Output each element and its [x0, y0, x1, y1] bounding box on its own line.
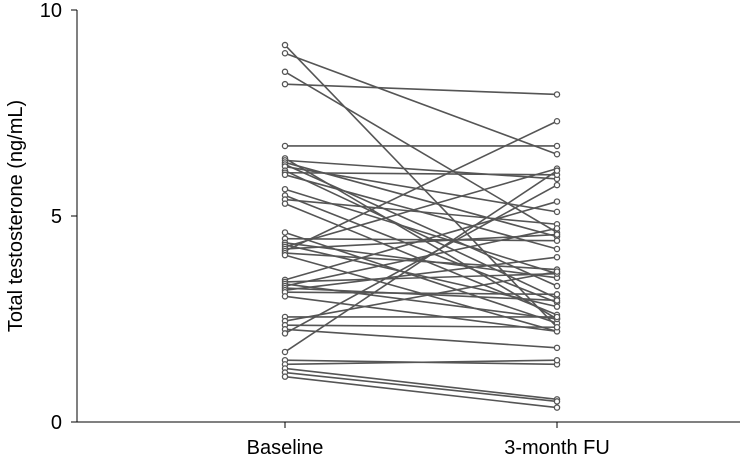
x-category-label: 3-month FU [504, 437, 610, 459]
baseline-point [281, 229, 289, 236]
followup-point [553, 282, 561, 290]
subject-line [284, 194, 558, 304]
subject-line [284, 227, 558, 287]
y-axis-title: Total testosterone (ng/mL) [5, 100, 27, 332]
followup-point [553, 313, 561, 321]
followup-point [553, 291, 561, 298]
subject-line [284, 169, 558, 300]
followup-point [553, 344, 561, 352]
followup-point [553, 150, 561, 158]
followup-point [553, 231, 561, 238]
subject-line [284, 198, 558, 226]
plot-area: 0 5 10 Baseline 3-month FU [40, 0, 740, 459]
subject-line [284, 171, 558, 176]
subject-line [284, 200, 558, 281]
baseline-point [281, 200, 289, 207]
y-tick-label: 5 [51, 206, 62, 228]
followup-point [553, 323, 561, 331]
subject-line [284, 359, 558, 366]
subject-line [284, 170, 558, 353]
followup-point [553, 198, 561, 205]
followup-point [553, 303, 561, 310]
followup-point [553, 356, 561, 364]
baseline-point [281, 185, 289, 193]
followup-point [553, 225, 561, 232]
subject-line [284, 270, 558, 322]
followup-point [553, 142, 561, 150]
followup-point [553, 237, 561, 244]
x-ticks: Baseline 3-month FU [247, 422, 610, 459]
baseline-point [281, 41, 289, 49]
followup-point [553, 167, 561, 174]
followup-point [553, 268, 561, 275]
baseline-point [281, 80, 289, 88]
subject-line [284, 287, 558, 302]
subject-line [284, 291, 558, 296]
subject-line [284, 371, 558, 403]
followup-point [553, 398, 561, 405]
subject-line [284, 256, 558, 291]
subject-line [284, 237, 558, 242]
followup-point [553, 297, 561, 304]
followup-point [553, 181, 561, 189]
y-tick-label: 10 [40, 0, 62, 22]
followup-point [553, 91, 561, 98]
data-points [281, 41, 561, 411]
subject-line [284, 71, 558, 234]
subject-line [284, 328, 558, 349]
subject-line [284, 167, 558, 248]
subject-line [284, 233, 558, 250]
subject-line [284, 295, 558, 333]
followup-point [553, 117, 561, 125]
followup-point [553, 253, 561, 261]
followup-point [553, 208, 561, 216]
baseline-point [281, 142, 289, 150]
subject-line [284, 324, 558, 329]
baseline-point [281, 293, 289, 300]
subject-line [284, 52, 558, 155]
baseline-point [281, 330, 289, 337]
subject-line [284, 244, 558, 308]
y-ticks: 0 5 10 [40, 0, 77, 434]
subject-line [284, 272, 558, 283]
followup-point [553, 245, 561, 253]
subject-line [284, 83, 558, 96]
subject-line [284, 184, 558, 335]
baseline-point [281, 50, 289, 57]
subject-line [284, 159, 558, 180]
baseline-point [281, 373, 289, 380]
subject-line [284, 367, 558, 401]
subject-line [284, 375, 558, 409]
subject-line [284, 163, 558, 287]
baseline-point [281, 348, 289, 356]
baseline-point [281, 171, 289, 179]
baseline-point [281, 68, 289, 76]
paired-lines [284, 44, 558, 409]
subject-line [284, 241, 558, 279]
subject-line [284, 165, 558, 213]
subject-line [284, 120, 558, 252]
baseline-point [281, 251, 289, 259]
x-category-label: Baseline [247, 437, 324, 459]
y-tick-label: 0 [51, 412, 62, 434]
followup-point [553, 404, 561, 411]
